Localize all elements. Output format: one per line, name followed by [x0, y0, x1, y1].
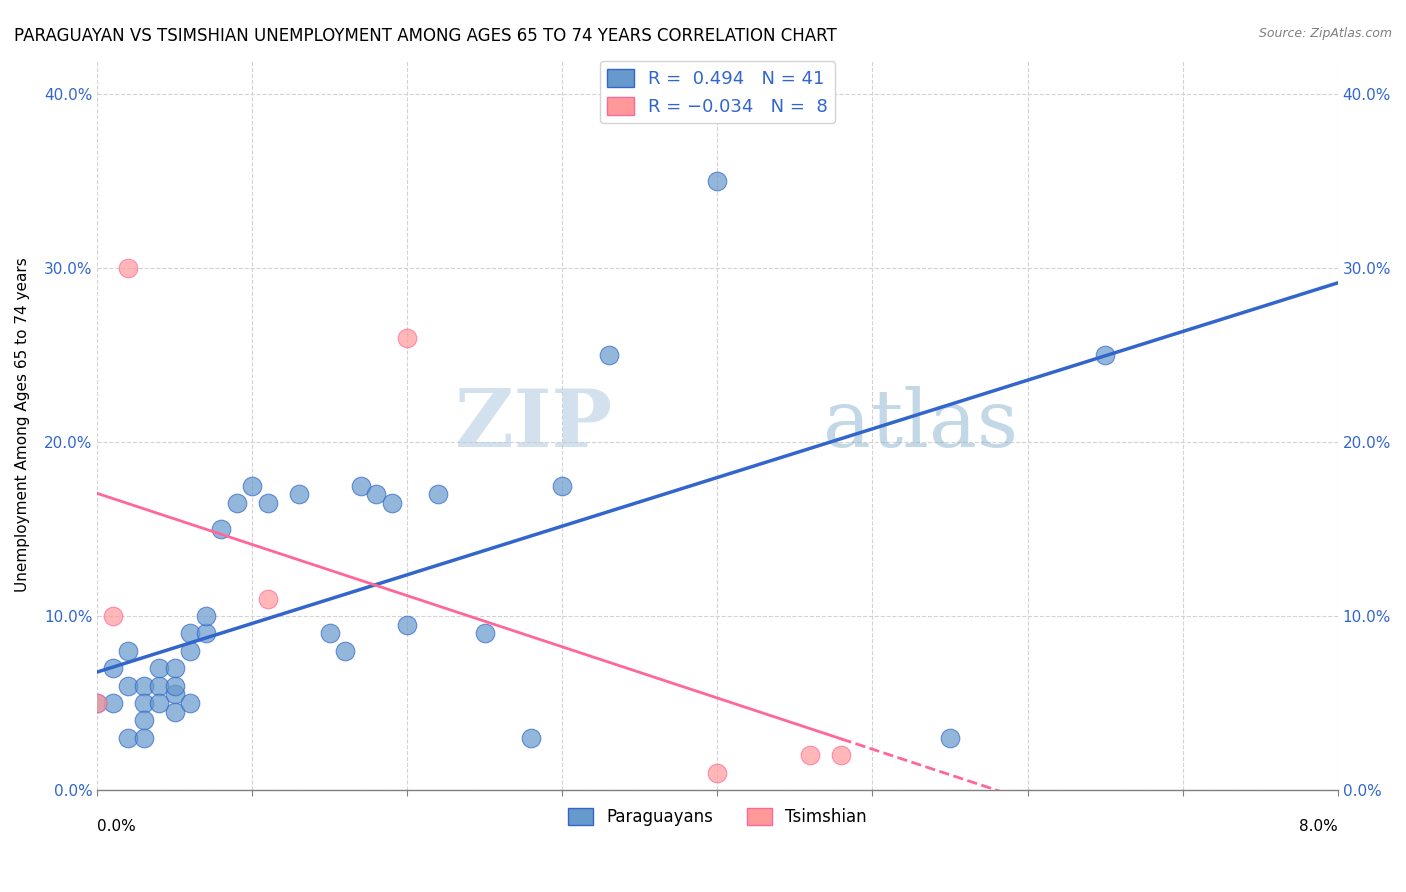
Point	[132, 696, 155, 710]
Point	[179, 644, 201, 658]
Point	[366, 487, 388, 501]
Point	[86, 696, 108, 710]
Text: 8.0%: 8.0%	[1299, 819, 1337, 834]
Point	[381, 496, 404, 510]
Text: ZIP: ZIP	[456, 385, 612, 464]
Point	[148, 679, 170, 693]
Point	[799, 748, 821, 763]
Point	[194, 609, 217, 624]
Point	[101, 609, 124, 624]
Legend: Paraguayans, Tsimshian: Paraguayans, Tsimshian	[561, 801, 873, 833]
Point	[132, 679, 155, 693]
Point	[225, 496, 247, 510]
Point	[117, 644, 139, 658]
Point	[256, 496, 278, 510]
Point	[179, 626, 201, 640]
Point	[551, 478, 574, 492]
Point	[240, 478, 263, 492]
Point	[1094, 348, 1116, 362]
Point	[163, 705, 186, 719]
Point	[319, 626, 342, 640]
Point	[148, 696, 170, 710]
Point	[396, 331, 419, 345]
Point	[132, 714, 155, 728]
Point	[117, 731, 139, 745]
Point	[335, 644, 357, 658]
Point	[163, 679, 186, 693]
Point	[117, 679, 139, 693]
Point	[256, 591, 278, 606]
Point	[148, 661, 170, 675]
Point	[194, 626, 217, 640]
Point	[830, 748, 852, 763]
Point	[101, 696, 124, 710]
Text: atlas: atlas	[823, 385, 1018, 464]
Point	[706, 174, 728, 188]
Point	[474, 626, 496, 640]
Point	[86, 696, 108, 710]
Point	[132, 731, 155, 745]
Point	[163, 661, 186, 675]
Point	[939, 731, 962, 745]
Y-axis label: Unemployment Among Ages 65 to 74 years: Unemployment Among Ages 65 to 74 years	[15, 258, 30, 592]
Text: 0.0%: 0.0%	[97, 819, 136, 834]
Point	[598, 348, 620, 362]
Point	[288, 487, 311, 501]
Point	[101, 661, 124, 675]
Point	[396, 617, 419, 632]
Point	[117, 261, 139, 276]
Point	[350, 478, 373, 492]
Point	[163, 687, 186, 701]
Point	[427, 487, 450, 501]
Point	[209, 522, 232, 536]
Point	[179, 696, 201, 710]
Point	[520, 731, 543, 745]
Text: PARAGUAYAN VS TSIMSHIAN UNEMPLOYMENT AMONG AGES 65 TO 74 YEARS CORRELATION CHART: PARAGUAYAN VS TSIMSHIAN UNEMPLOYMENT AMO…	[14, 27, 837, 45]
Text: Source: ZipAtlas.com: Source: ZipAtlas.com	[1258, 27, 1392, 40]
Point	[706, 765, 728, 780]
